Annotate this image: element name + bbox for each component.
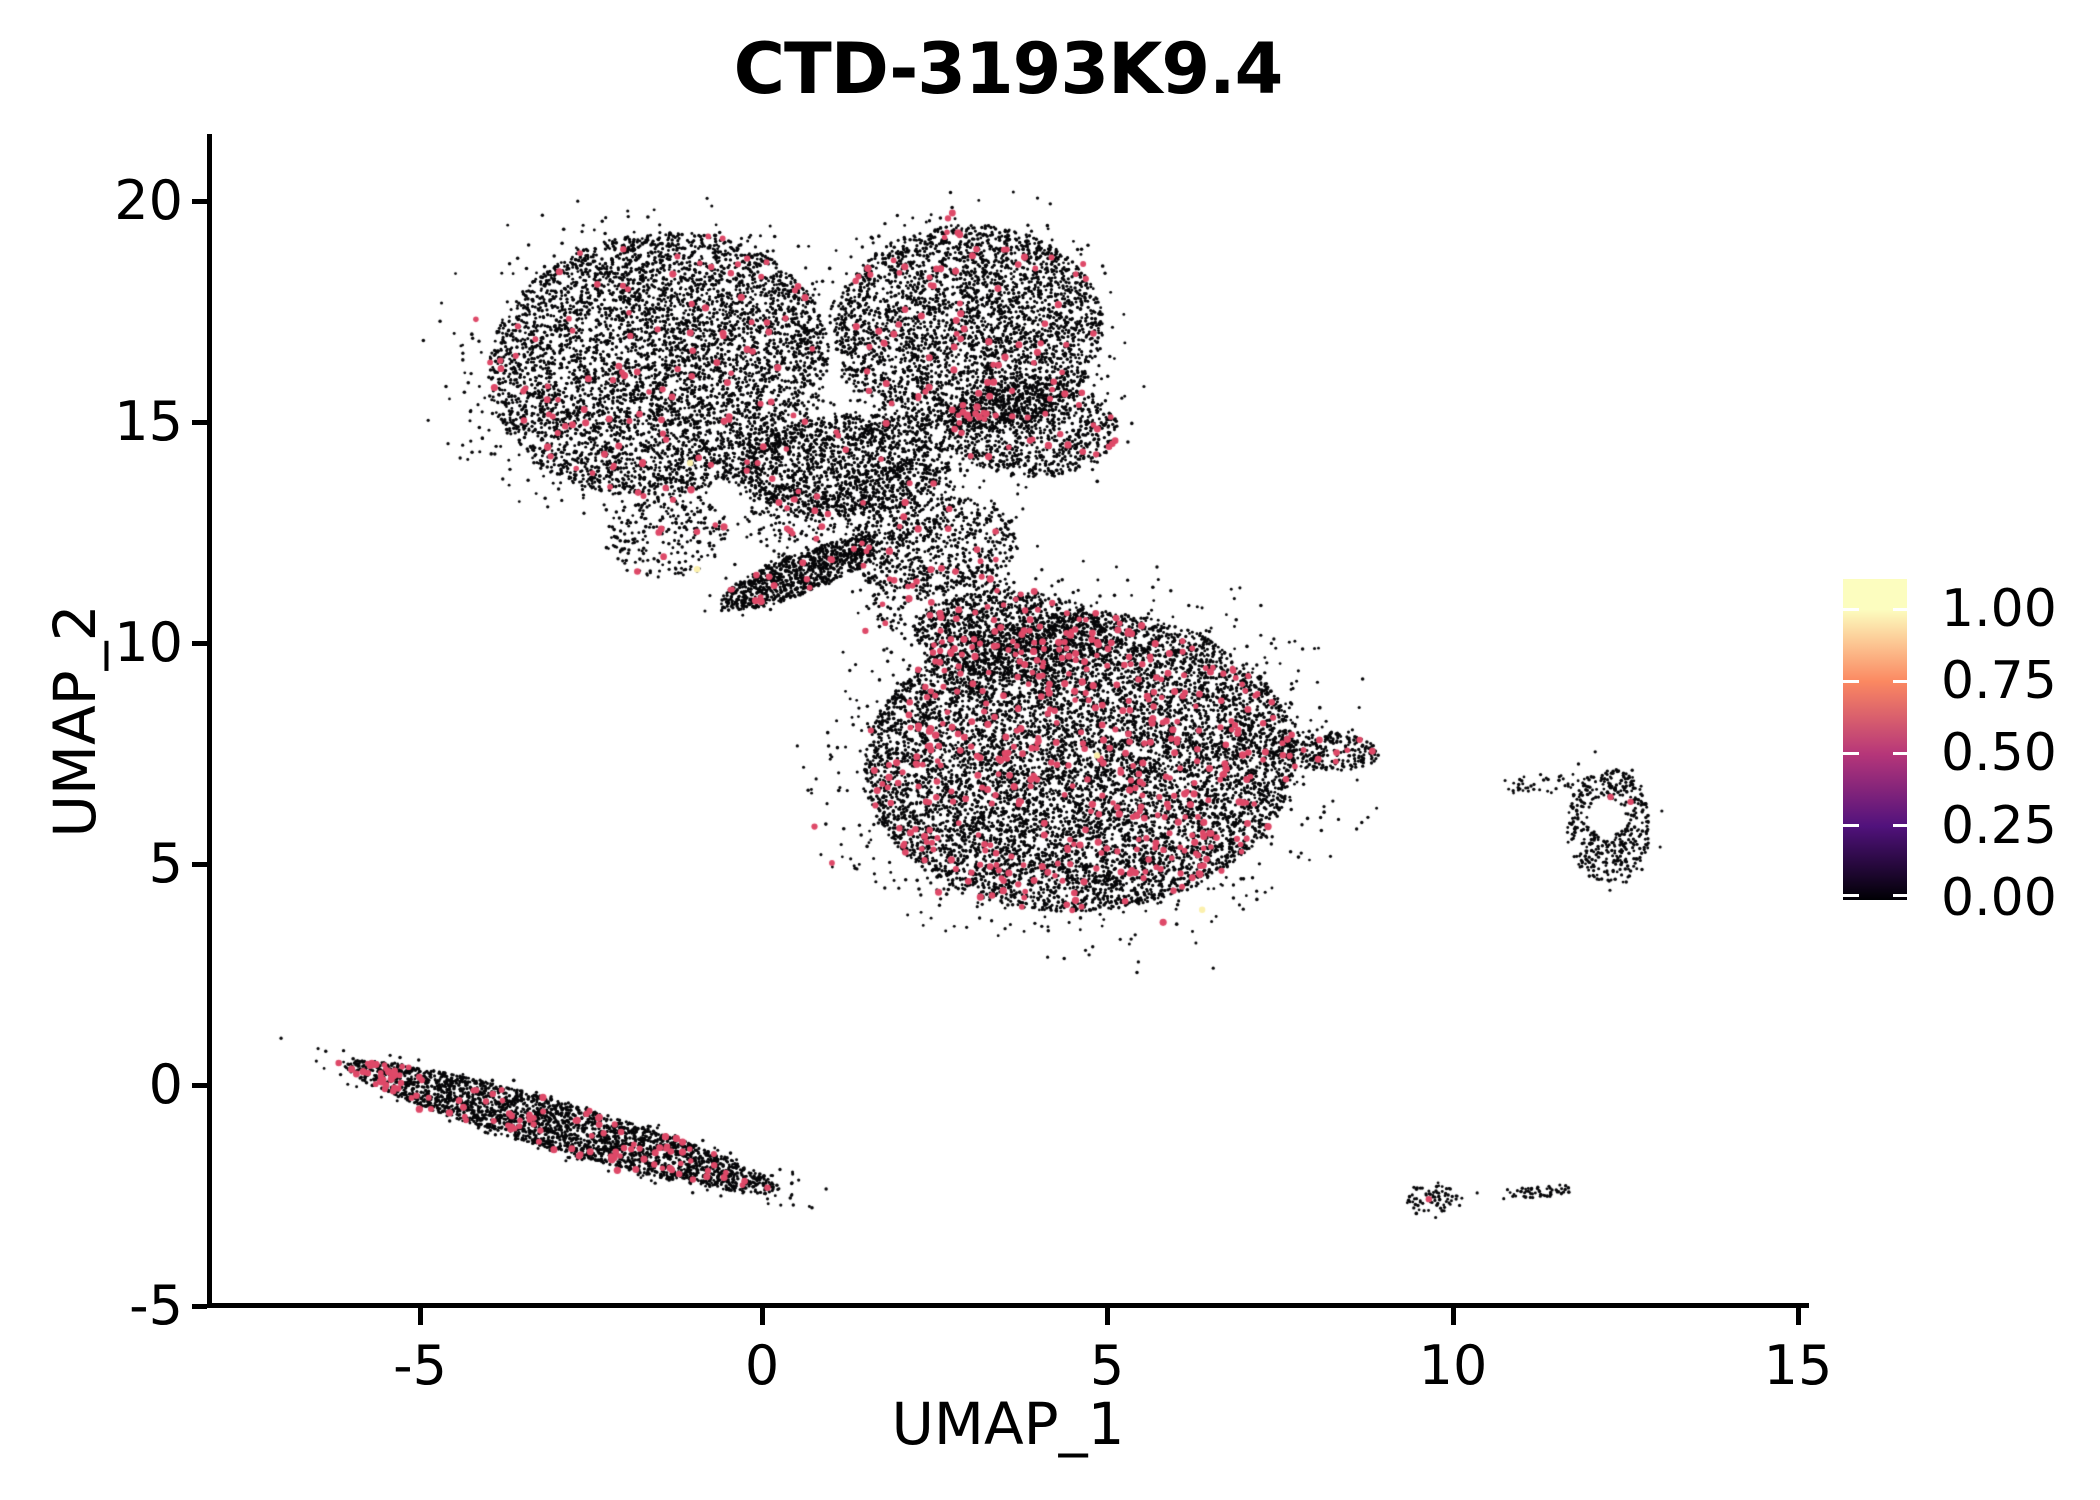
y-tick-label: 20 — [114, 169, 183, 232]
colorbar-tick — [1843, 824, 1859, 827]
colorbar-label: 0.00 — [1941, 868, 2057, 928]
colorbar-tick — [1893, 894, 1907, 897]
colorbar-tick — [1893, 752, 1907, 755]
y-tick-label: 10 — [114, 611, 183, 674]
y-tick-label: -5 — [129, 1274, 183, 1337]
colorbar-gradient — [1843, 579, 1907, 900]
colorbar-label: 0.25 — [1941, 796, 2057, 856]
plot-title: CTD-3193K9.4 — [733, 28, 1284, 110]
colorbar-tick — [1893, 680, 1907, 683]
y-tick-label: 0 — [148, 1053, 183, 1116]
y-tick-label: 5 — [148, 832, 183, 895]
y-tick — [192, 1083, 207, 1088]
x-tick — [1451, 1308, 1456, 1325]
y-tick — [192, 420, 207, 425]
x-tick-label: 10 — [1418, 1334, 1488, 1397]
y-axis-title: UMAP_2 — [41, 604, 109, 838]
x-tick — [760, 1308, 765, 1325]
x-axis-title: UMAP_1 — [891, 1390, 1125, 1458]
x-axis-line — [207, 1303, 1809, 1308]
colorbar-tick — [1893, 824, 1907, 827]
y-tick-label: 15 — [114, 390, 183, 453]
x-tick — [418, 1308, 423, 1325]
y-axis-line — [207, 134, 212, 1308]
y-tick — [192, 1304, 207, 1309]
y-tick — [192, 862, 207, 867]
colorbar-tick — [1893, 608, 1907, 611]
x-tick — [1105, 1308, 1110, 1325]
y-tick — [192, 641, 207, 646]
colorbar-tick — [1843, 680, 1859, 683]
colorbar-label: 0.75 — [1941, 651, 2057, 711]
x-tick-label: -5 — [393, 1334, 447, 1397]
colorbar-tick — [1843, 608, 1859, 611]
colorbar-label: 0.50 — [1941, 723, 2057, 783]
x-tick-label: 5 — [1089, 1334, 1125, 1397]
x-tick — [1796, 1308, 1801, 1325]
colorbar-tick — [1843, 894, 1859, 897]
x-tick-label: 0 — [744, 1334, 780, 1397]
colorbar-label: 1.00 — [1941, 579, 2057, 639]
y-tick — [192, 199, 207, 204]
colorbar-tick — [1843, 752, 1859, 755]
x-tick-label: 15 — [1763, 1334, 1833, 1397]
